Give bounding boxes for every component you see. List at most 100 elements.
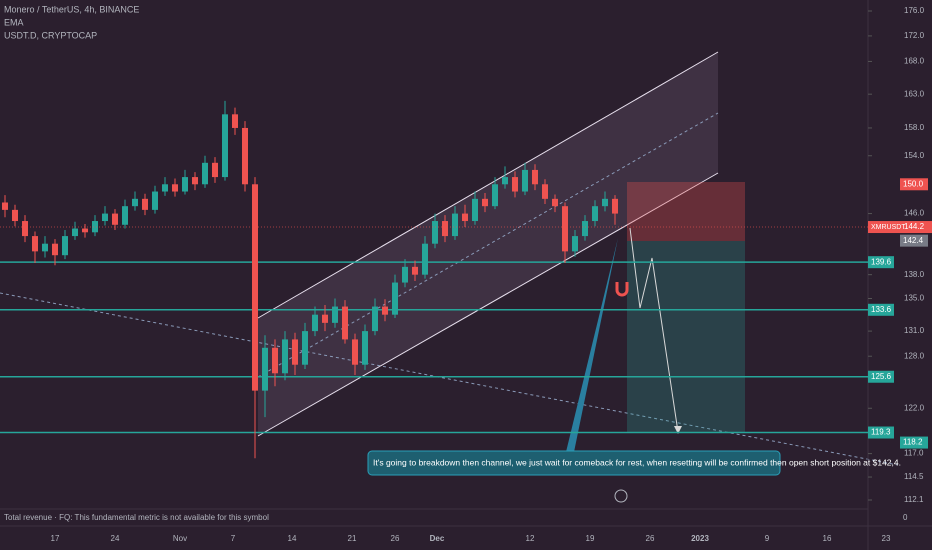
callout-pointer — [566, 238, 618, 452]
level-tag-label: 139.6 — [871, 257, 892, 266]
symbol-title: Monero / TetherUS, 4h, BINANCE — [4, 4, 139, 14]
candle-body — [272, 347, 278, 374]
level-tag — [868, 256, 894, 269]
price-tag — [900, 178, 928, 191]
trend-line — [0, 292, 899, 466]
candle-body — [592, 206, 598, 222]
indicator-label: USDT.D, CRYPTOCAP — [4, 30, 97, 40]
candle-body — [172, 184, 178, 192]
arrow-head — [674, 426, 682, 434]
symbol-tag-name: XMRUSDT — [871, 224, 906, 231]
candle-body — [202, 162, 208, 185]
candle-body — [232, 114, 238, 128]
pane-text: Total revenue · FQ: This fundamental met… — [4, 513, 269, 522]
y-tick-label: 138.0 — [904, 270, 925, 279]
candle-body — [92, 221, 98, 233]
annotation: It's going to breakdown then channel, we… — [373, 457, 901, 467]
candle-body — [552, 198, 558, 207]
candle-body — [602, 198, 608, 207]
x-tick-label: 23 — [882, 534, 891, 543]
candle-body — [512, 177, 518, 192]
price-tag — [900, 436, 928, 449]
x-tick-label: 9 — [765, 534, 770, 543]
price-tag-label: 144.2 — [904, 222, 925, 231]
candle-body — [442, 221, 448, 237]
y-tick-label: 135.0 — [904, 294, 925, 303]
y-tick-label: 128.0 — [904, 351, 925, 360]
price-tag-label: 118.2 — [903, 438, 923, 447]
lightning-icon — [614, 489, 628, 503]
x-tick-label: 16 — [823, 534, 832, 543]
level-tag — [868, 303, 894, 316]
x-tick-label: Dec — [430, 534, 445, 543]
symbol-tag — [868, 221, 932, 234]
price-tag — [900, 234, 928, 247]
candle-body — [492, 184, 498, 207]
x-tick-label: Nov — [173, 534, 187, 543]
candle-body — [612, 198, 618, 214]
candle-body — [152, 191, 158, 210]
level-tag — [868, 370, 894, 383]
y-tick-label: 163.0 — [904, 89, 925, 98]
candle-body — [402, 266, 408, 283]
candle-body — [452, 213, 458, 237]
candle-body — [242, 127, 248, 185]
candle-body — [82, 228, 88, 233]
y-tick-label: 114.5 — [904, 472, 924, 481]
y-tick-label: 131.0 — [904, 326, 925, 335]
callout — [367, 450, 781, 476]
stop-zone — [627, 182, 745, 241]
level-tag-label: 125.6 — [871, 372, 892, 381]
y-tick-label: 112.1 — [904, 495, 924, 504]
candle-body — [322, 314, 328, 323]
candle-body — [392, 282, 398, 315]
channel-mid — [257, 112, 719, 378]
candle-body — [32, 236, 38, 252]
candle-body — [222, 114, 228, 178]
candle-body — [302, 331, 308, 365]
price-tag-label: 142.4 — [903, 236, 924, 245]
candle-body — [292, 339, 298, 365]
candle-body — [462, 213, 468, 222]
candle-body — [422, 243, 428, 275]
y-tick-label: 176.0 — [904, 6, 925, 15]
candle-body — [332, 306, 338, 323]
x-tick-label: 17 — [51, 534, 60, 543]
candle-body — [72, 228, 78, 237]
y-tick-label: 117.0 — [904, 449, 924, 458]
y-tick-label: 168.0 — [904, 57, 925, 66]
magnet-icon — [615, 282, 629, 297]
channel-lower — [257, 172, 719, 437]
candle-body — [582, 221, 588, 237]
channel-upper — [257, 51, 719, 319]
x-tick-label: 14 — [288, 534, 297, 543]
y-tick-label: 122.0 — [904, 403, 925, 412]
target-zone — [627, 241, 745, 432]
x-tick-label: 21 — [348, 534, 357, 543]
level-tag-label: 119.3 — [871, 428, 891, 437]
price-tag-label: 150.0 — [903, 179, 924, 188]
x-tick-label: 7 — [231, 534, 236, 543]
x-tick-label: 26 — [646, 534, 655, 543]
candle-body — [562, 206, 568, 252]
candle-body — [412, 266, 418, 275]
candle-body — [572, 236, 578, 252]
candle-body — [182, 177, 188, 192]
y-tick-label: 172.0 — [904, 31, 925, 40]
candle-body — [132, 198, 138, 207]
candle-body — [522, 169, 528, 192]
candle-body — [112, 213, 118, 225]
candle-body — [502, 177, 508, 185]
pane-value: 0 — [903, 513, 908, 522]
x-tick-label: 19 — [586, 534, 595, 543]
candle-body — [262, 347, 268, 391]
candle-body — [212, 162, 218, 178]
level-tag — [868, 426, 894, 439]
x-tick-label: 26 — [391, 534, 400, 543]
candle-body — [42, 243, 48, 252]
indicator-label: EMA — [4, 17, 24, 27]
x-tick-label: 2023 — [691, 534, 709, 543]
candle-body — [122, 206, 128, 225]
candle-body — [432, 221, 438, 244]
